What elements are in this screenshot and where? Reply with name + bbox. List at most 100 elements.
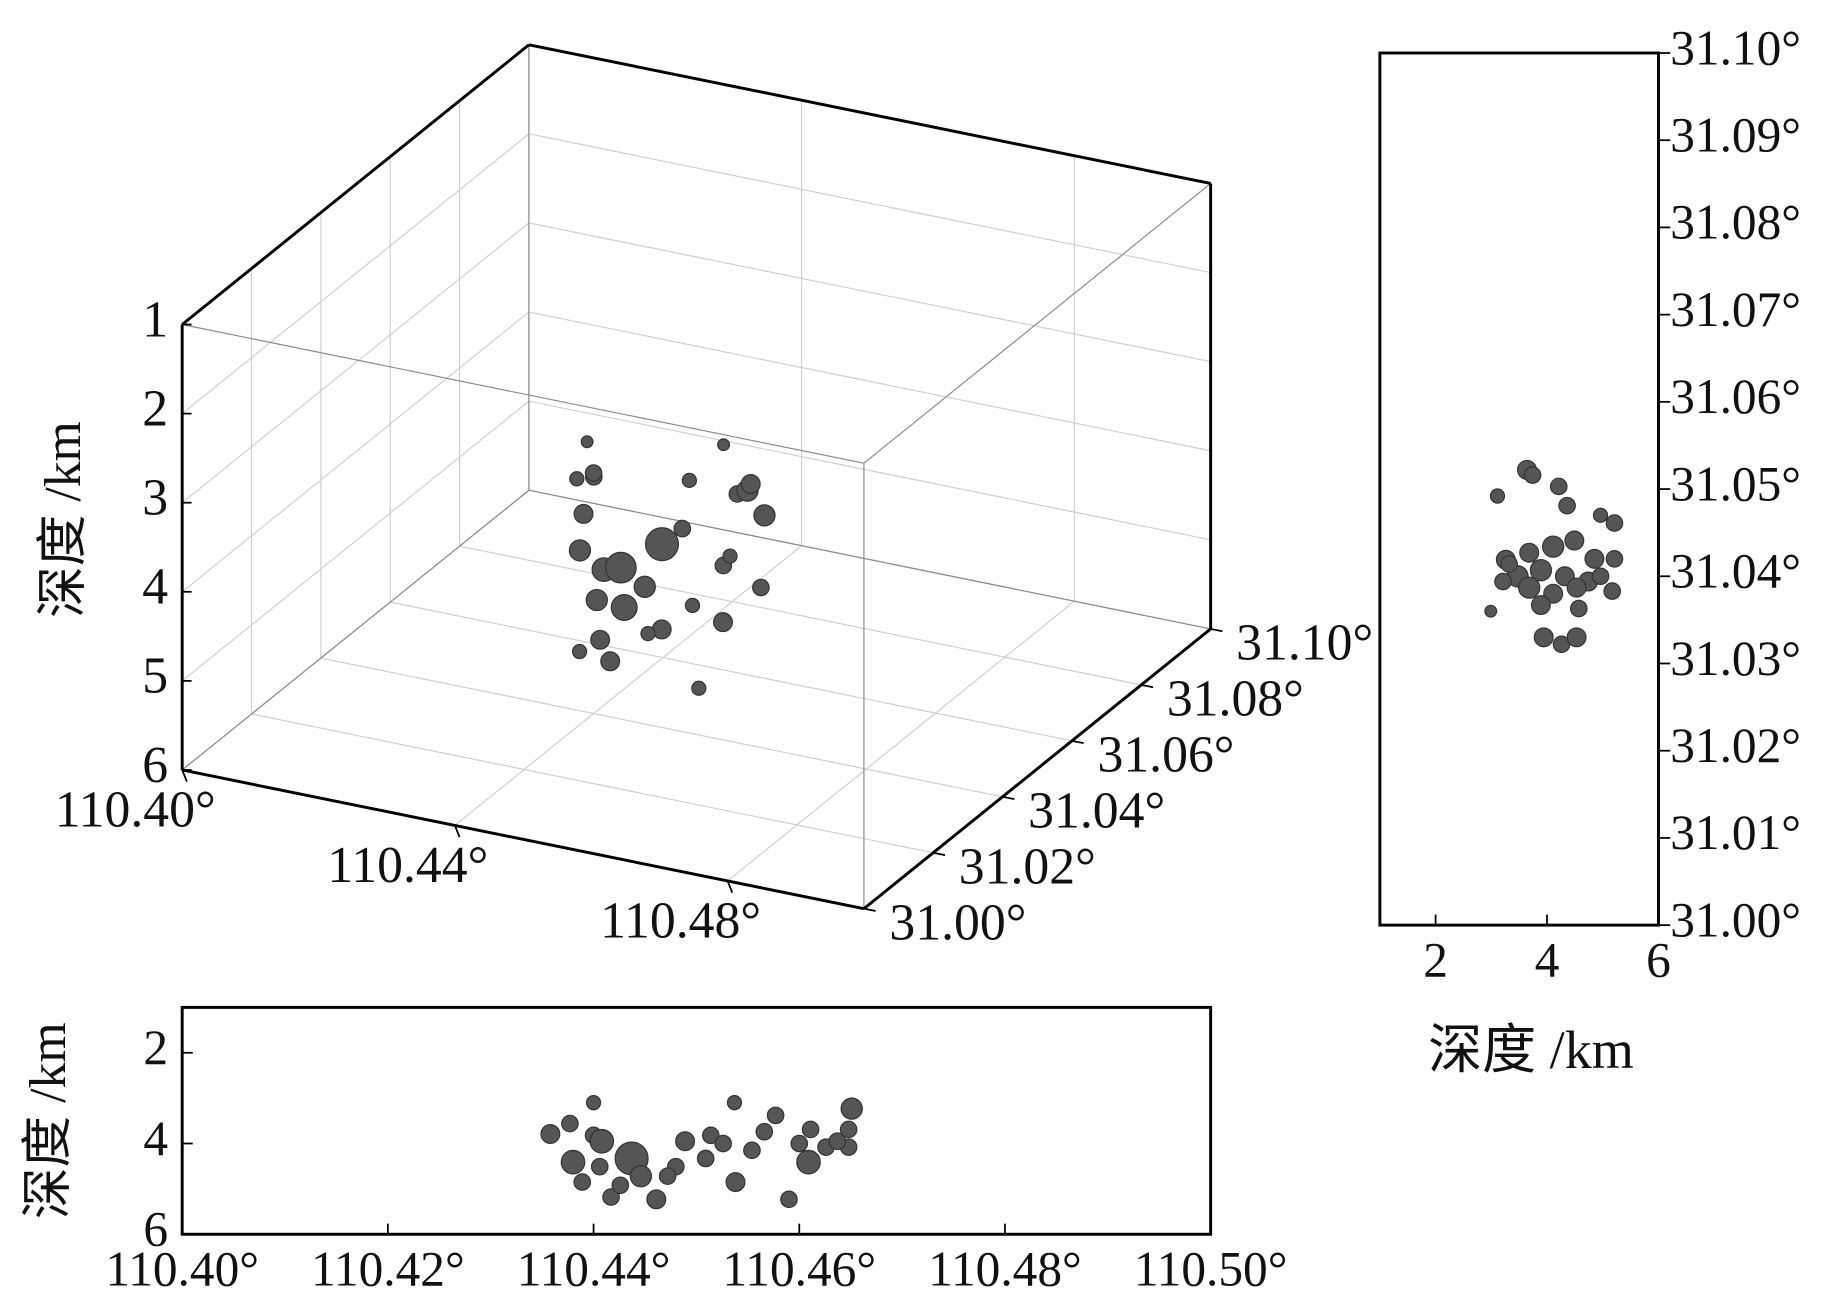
event-point [675, 1131, 696, 1152]
y-tick-label: 6 [143, 1202, 168, 1257]
grid-line [459, 545, 1142, 686]
y-tick [863, 907, 876, 912]
event-point [1584, 548, 1605, 569]
event-point [726, 1095, 743, 1111]
event-point [691, 680, 707, 696]
x-tick [726, 880, 734, 894]
event-point [714, 1134, 732, 1153]
event-point [696, 1149, 715, 1168]
x-tick-label: 110.48° [600, 892, 761, 949]
event-point [571, 643, 588, 660]
event-point [1564, 530, 1585, 551]
x-tick-label: 110.44° [327, 837, 488, 894]
grid-line [727, 600, 1075, 882]
x-tick-label: 110.40° [55, 782, 216, 839]
event-point [1489, 488, 1506, 504]
event-point [590, 1157, 609, 1176]
event-point [796, 1149, 821, 1175]
grid-line [181, 133, 530, 415]
event-point [1566, 577, 1587, 598]
event-point [1494, 572, 1512, 591]
event-point [740, 473, 761, 494]
y-tick [933, 851, 946, 856]
y-tick-label: 4 [143, 1111, 168, 1166]
event-point [540, 1123, 561, 1144]
grid-line [181, 222, 530, 504]
event-point [604, 551, 637, 584]
pane-edge [181, 489, 530, 771]
x-tick-label: 110.46° [722, 1242, 876, 1297]
z-tick-label: 1 [142, 291, 168, 348]
event-point [585, 1095, 602, 1111]
y-tick-label: 31.10° [1236, 615, 1373, 672]
y-tick-label: 31.00° [1670, 892, 1801, 947]
event-point [722, 548, 738, 564]
axis-line [862, 627, 1212, 910]
event-point [840, 1097, 863, 1120]
y-tick [1071, 739, 1084, 745]
z-tick-label: 5 [142, 648, 168, 705]
axis-line [181, 768, 865, 911]
event-point [580, 435, 594, 449]
event-point [561, 1114, 579, 1133]
event-point [712, 612, 733, 633]
event-point [633, 575, 656, 598]
event-point [766, 1106, 785, 1125]
y-tick-label: 31.04° [1028, 782, 1165, 839]
y-tick-label: 31.06° [1097, 726, 1234, 783]
y-axis-label: 深度 /km [20, 1022, 77, 1219]
event-point [673, 519, 692, 538]
x-tick [181, 769, 188, 783]
event-point [681, 472, 698, 489]
y-tick-label: 31.10° [1670, 20, 1801, 75]
event-point [755, 1122, 774, 1141]
y-tick-label: 31.05° [1670, 456, 1801, 511]
event-point [644, 527, 680, 562]
event-point [584, 464, 603, 482]
event-point [717, 438, 731, 452]
z-tick-label: 3 [142, 470, 168, 527]
event-point [801, 1120, 820, 1139]
event-point [590, 629, 611, 650]
x-axis-label: 深度 /km [1428, 1020, 1634, 1080]
event-point [610, 593, 638, 621]
x-tick-label: 2 [1423, 932, 1448, 987]
event-point [600, 651, 621, 672]
grid-line [320, 657, 1003, 798]
event-point [658, 1167, 677, 1185]
event-point [1484, 604, 1498, 618]
grid-line [528, 133, 1211, 274]
event-point [753, 504, 776, 527]
event-point [1500, 555, 1518, 573]
x-tick-label: 110.50° [1134, 1242, 1288, 1297]
y-tick-label: 31.09° [1670, 108, 1801, 163]
event-point [1558, 496, 1576, 515]
event-point [629, 1165, 653, 1188]
event-point [780, 1190, 798, 1209]
x-tick-label: 110.44° [517, 1242, 671, 1297]
event-point [1569, 599, 1588, 618]
grid-line [181, 400, 530, 682]
event-point [752, 578, 770, 597]
box-edge [863, 183, 1212, 464]
z-tick-label: 6 [142, 737, 168, 794]
event-point [1566, 627, 1587, 648]
y-tick-label: 31.00° [889, 894, 1026, 951]
event-point [1523, 466, 1542, 484]
grid-line [528, 311, 1211, 452]
y-tick [1002, 795, 1015, 800]
event-point [1533, 627, 1554, 648]
y-tick-label: 31.08° [1670, 195, 1801, 250]
event-point [1592, 507, 1609, 523]
event-point [1519, 542, 1540, 563]
z-axis-label: 深度 /km [35, 421, 92, 618]
y-tick-label: 31.07° [1670, 282, 1801, 337]
x-tick [454, 825, 461, 838]
event-point [1605, 514, 1624, 532]
event-point [743, 1141, 761, 1160]
event-point [701, 1126, 720, 1145]
event-point [1543, 583, 1564, 604]
event-point [569, 471, 585, 487]
plot-frame [1378, 51, 1660, 927]
